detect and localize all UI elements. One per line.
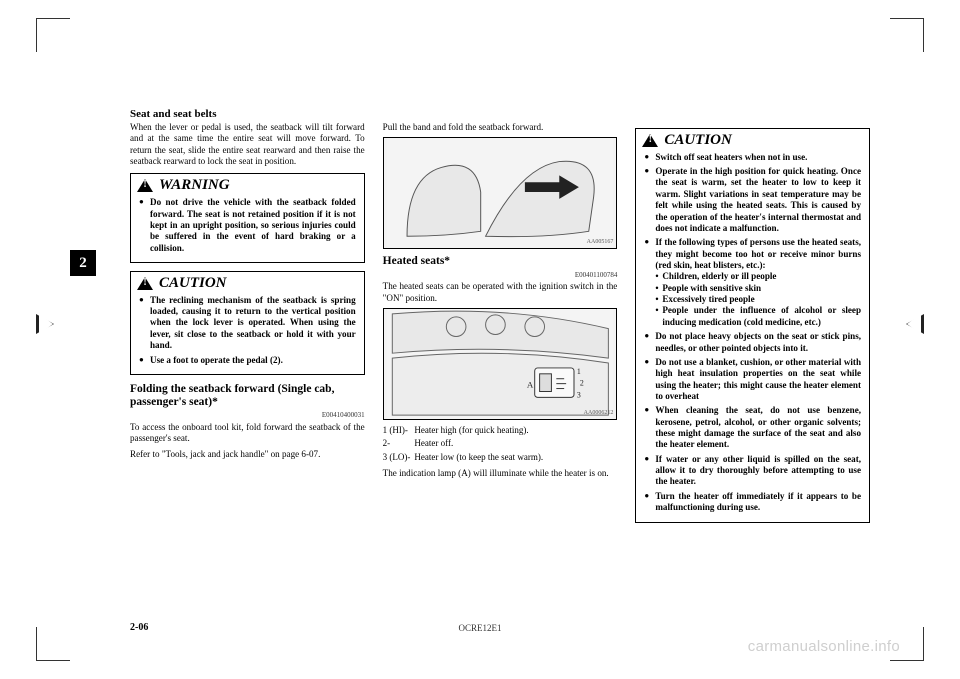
section-heading: Folding the seatback forward (Single cab… <box>130 383 365 409</box>
entry-id: E00401100784 <box>383 271 618 280</box>
legend-table: 1 (HI)- Heater high (for quick heating).… <box>383 424 547 464</box>
legend-key: 1 (HI)- <box>383 424 415 437</box>
crop-mark <box>890 18 924 52</box>
document-id: OCRE12E1 <box>0 623 960 633</box>
column-3: CAUTION Switch off seat heaters when not… <box>635 122 870 619</box>
caution-item: If water or any other liquid is spilled … <box>644 454 861 488</box>
sub-item: People with sensitive skin <box>655 283 861 294</box>
caution-item: Switch off seat heaters when not in use. <box>644 152 861 163</box>
caution-body: Switch off seat heaters when not in use.… <box>636 150 869 522</box>
caution-title-text: CAUTION <box>664 131 732 150</box>
caution-box: CAUTION The reclining mechanism of the s… <box>130 271 365 375</box>
crop-mark <box>36 18 70 52</box>
entry-id: E00410400031 <box>130 411 365 420</box>
svg-text:A: A <box>527 380 534 390</box>
figure-seat-fold: AA005167 <box>383 137 618 249</box>
warning-triangle-icon <box>137 277 153 290</box>
dashboard-sketch-icon: A 1 2 3 <box>384 309 617 419</box>
svg-text:1: 1 <box>577 367 581 376</box>
body-text: The heated seats can be operated with th… <box>383 281 618 304</box>
table-row: 1 (HI)- Heater high (for quick heating). <box>383 424 547 437</box>
chapter-tab: 2 <box>70 250 96 276</box>
caution-item: When cleaning the seat, do not use benze… <box>644 405 861 450</box>
legend-key: 3 (LO)- <box>383 451 415 464</box>
sub-item: Children, elderly or ill people <box>655 271 861 282</box>
section-heading: Heated seats* <box>383 255 618 268</box>
caution-item: Do not place heavy objects on the seat o… <box>644 331 861 354</box>
body-text: When the lever or pedal is used, the sea… <box>130 122 365 167</box>
page: Seat and seat belts 2 When the lever or … <box>0 0 960 679</box>
sub-item: Excessively tired people <box>655 294 861 305</box>
caution-box: CAUTION Switch off seat heaters when not… <box>635 128 870 523</box>
sub-item: People under the influence of alcohol or… <box>655 305 861 328</box>
body-text: Refer to "Tools, jack and jack handle" o… <box>130 449 365 460</box>
warning-box: WARNING Do not drive the vehicle with th… <box>130 173 365 263</box>
figure-id: AA0006212 <box>584 410 614 418</box>
caution-title-text: CAUTION <box>159 274 227 293</box>
warning-title-text: WARNING <box>159 176 230 195</box>
trim-arrow-icon <box>906 314 924 334</box>
body-text: To access the onboard tool kit, fold for… <box>130 422 365 445</box>
caution-item: If the following types of persons use th… <box>644 237 861 328</box>
warning-item: Do not drive the vehicle with the seatba… <box>139 197 356 254</box>
caution-item: Do not use a blanket, cushion, or other … <box>644 357 861 402</box>
warning-body: Do not drive the vehicle with the seatba… <box>131 195 364 262</box>
legend-val: Heater low (to keep the seat warm). <box>414 451 547 464</box>
caution-body: The reclining mechanism of the seatback … <box>131 293 364 374</box>
warning-triangle-icon <box>137 179 153 192</box>
legend-key: 2- <box>383 437 415 450</box>
caution-title: CAUTION <box>131 272 364 293</box>
body-text: The indication lamp (A) will illuminate … <box>383 468 618 479</box>
caution-item: Turn the heater off immediately if it ap… <box>644 491 861 514</box>
watermark: carmanualsonline.info <box>748 638 900 655</box>
svg-text:3: 3 <box>577 390 581 399</box>
table-row: 2- Heater off. <box>383 437 547 450</box>
column-2: Pull the band and fold the seatback forw… <box>383 122 618 619</box>
caution-item: Use a foot to operate the pedal (2). <box>139 355 356 366</box>
warning-triangle-icon <box>642 134 658 147</box>
figure-id: AA005167 <box>587 239 614 247</box>
legend-val: Heater high (for quick heating). <box>414 424 547 437</box>
figure-heater-switch: A 1 2 3 AA0006212 <box>383 308 618 420</box>
trim-arrow-icon <box>36 314 54 334</box>
table-row: 3 (LO)- Heater low (to keep the seat war… <box>383 451 547 464</box>
caution-item-text: If the following types of persons use th… <box>655 237 861 270</box>
caution-title: CAUTION <box>636 129 869 150</box>
caution-item: Operate in the high position for quick h… <box>644 166 861 234</box>
caution-item: The reclining mechanism of the seatback … <box>139 295 356 352</box>
warning-title: WARNING <box>131 174 364 195</box>
column-1: When the lever or pedal is used, the sea… <box>130 122 365 619</box>
seat-sketch-icon <box>384 138 617 248</box>
body-text: Pull the band and fold the seatback forw… <box>383 122 618 133</box>
content-columns: When the lever or pedal is used, the sea… <box>130 100 870 619</box>
legend-val: Heater off. <box>414 437 547 450</box>
svg-text:2: 2 <box>580 379 584 388</box>
